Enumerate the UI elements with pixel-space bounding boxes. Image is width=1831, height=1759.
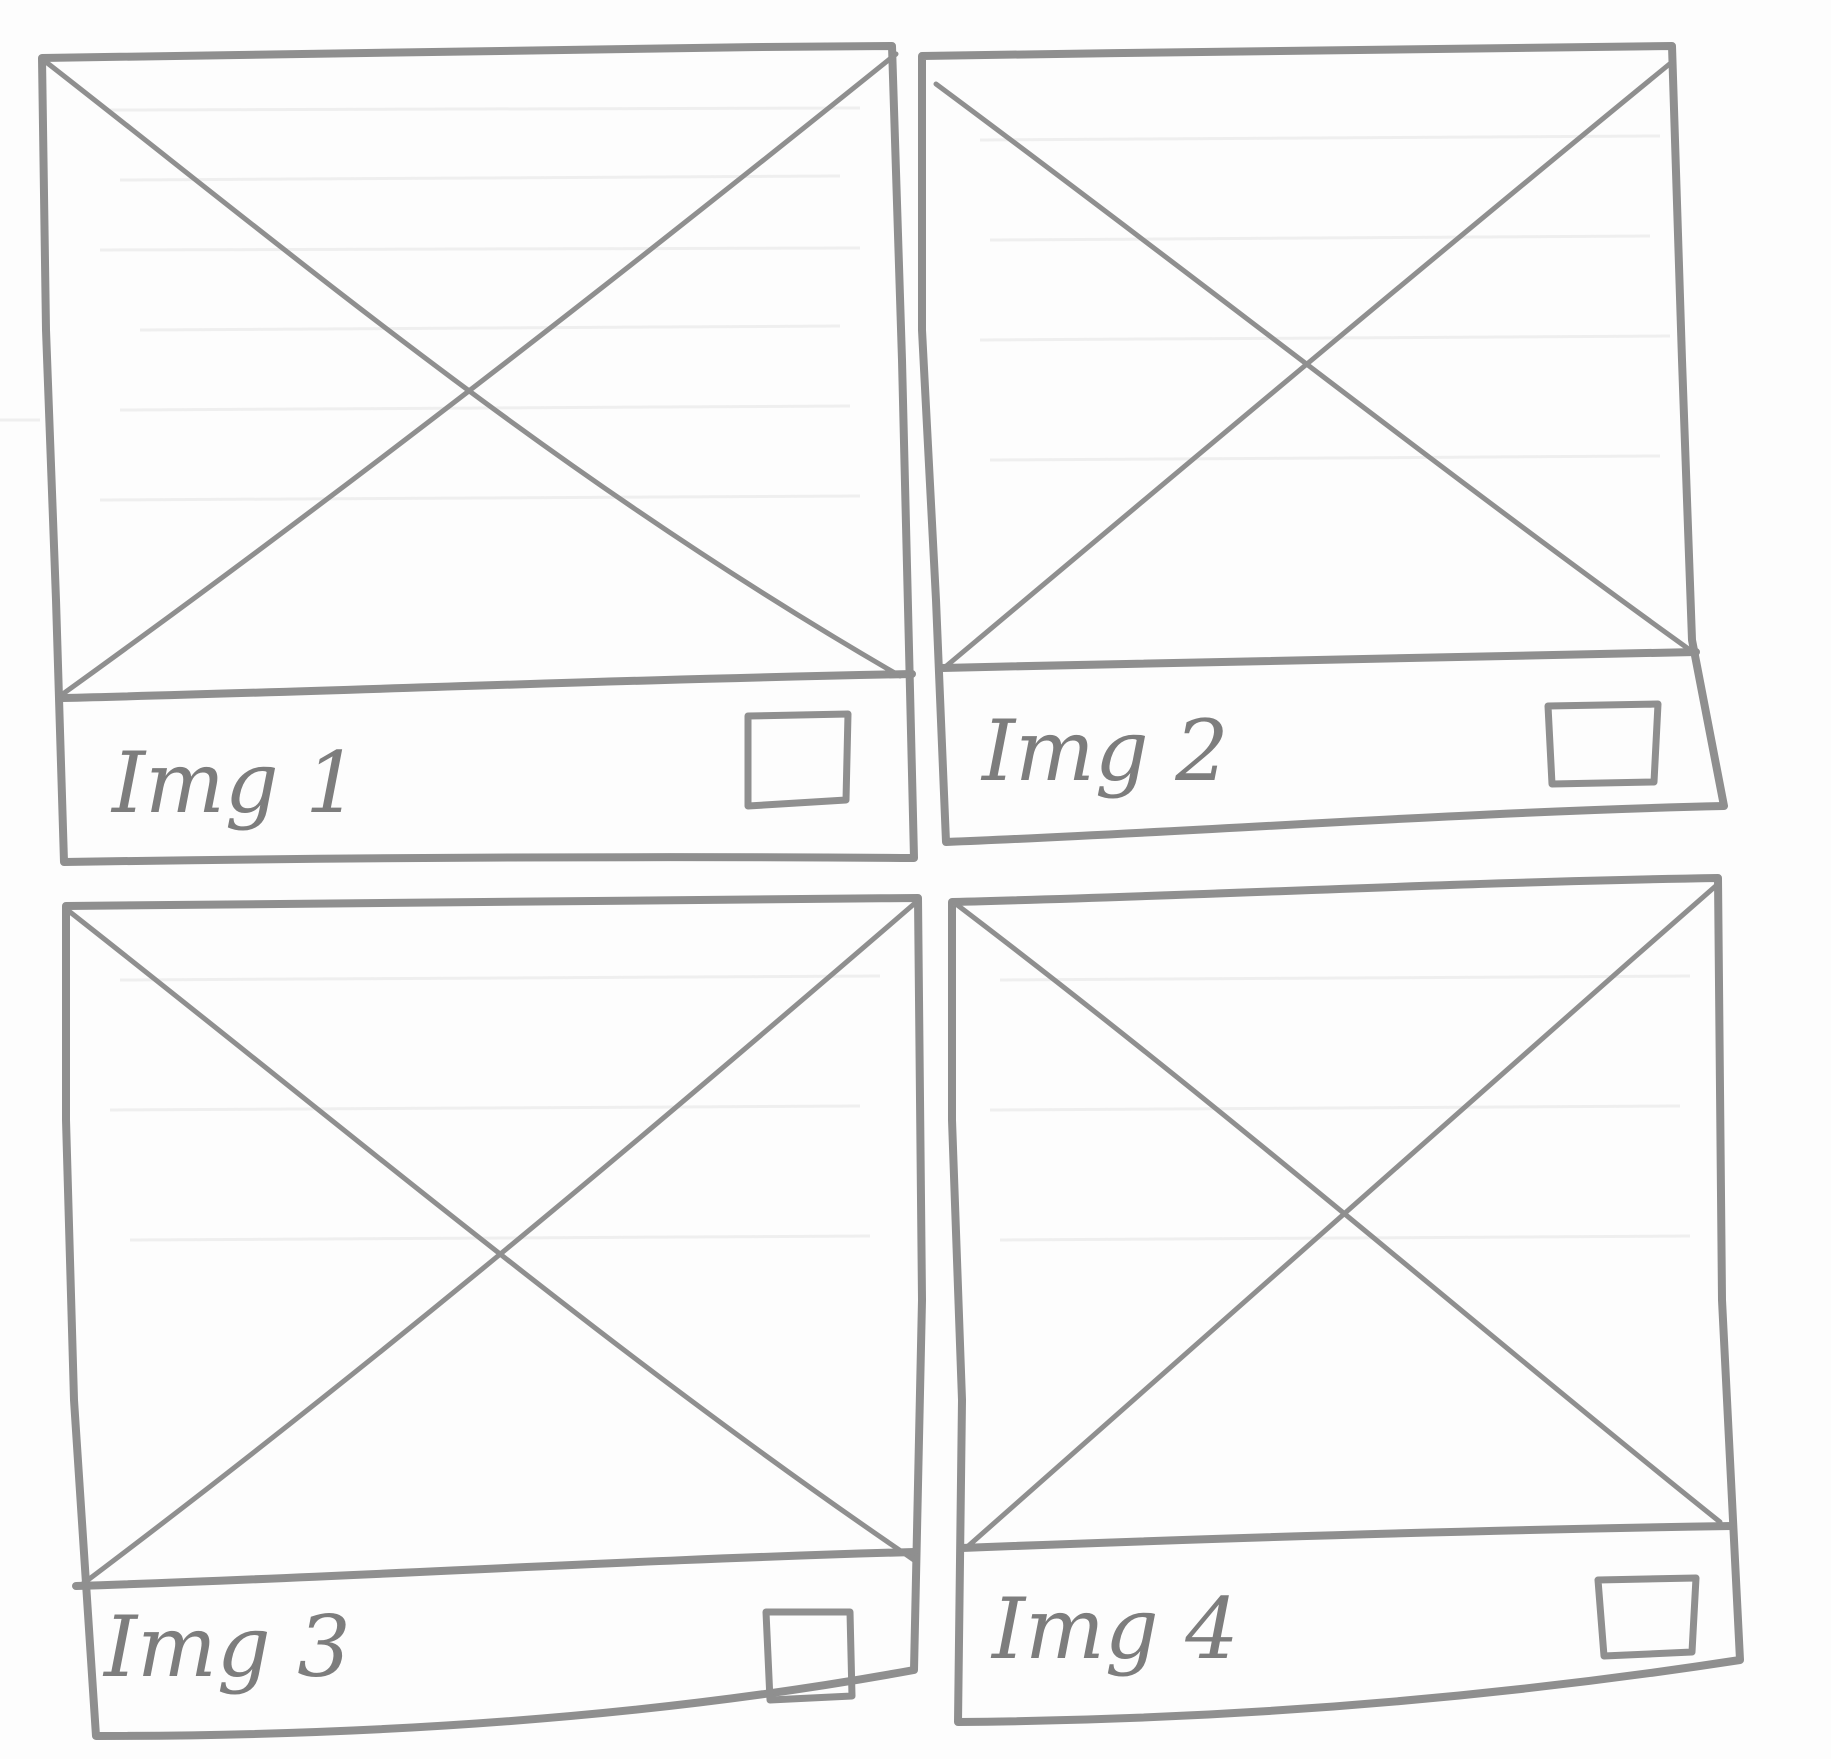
image-card-2[interactable]: Img 2 (918, 42, 1728, 846)
image-label: Img 3 (102, 1598, 351, 1696)
image-card-1[interactable]: Img 1 (38, 42, 918, 866)
card-1-caption-divider (58, 670, 916, 702)
card-2-frame (918, 42, 1728, 846)
checkbox-icon[interactable] (762, 1608, 856, 1704)
card-2-caption-divider (938, 648, 1700, 672)
image-label: Img 2 (980, 702, 1229, 800)
image-placeholder-icon (67, 901, 917, 1589)
card-3-caption-divider (72, 1548, 918, 1590)
checkbox-icon[interactable] (1594, 1574, 1700, 1660)
card-4-caption-divider (958, 1522, 1736, 1552)
image-card-3[interactable]: Img 3 (62, 894, 926, 1740)
card-4-frame (948, 874, 1744, 1726)
image-label: Img 4 (990, 1580, 1239, 1678)
image-label: Img 1 (110, 734, 359, 832)
card-1-frame (38, 42, 918, 866)
image-placeholder-icon (953, 881, 1723, 1551)
image-placeholder-icon (933, 59, 1693, 671)
image-card-4[interactable]: Img 4 (948, 874, 1744, 1726)
checkbox-icon[interactable] (1544, 700, 1662, 788)
checkbox-icon[interactable] (744, 710, 852, 810)
image-placeholder-icon (43, 51, 903, 699)
card-3-frame (62, 894, 926, 1740)
paper-texture (0, 106, 1691, 1242)
